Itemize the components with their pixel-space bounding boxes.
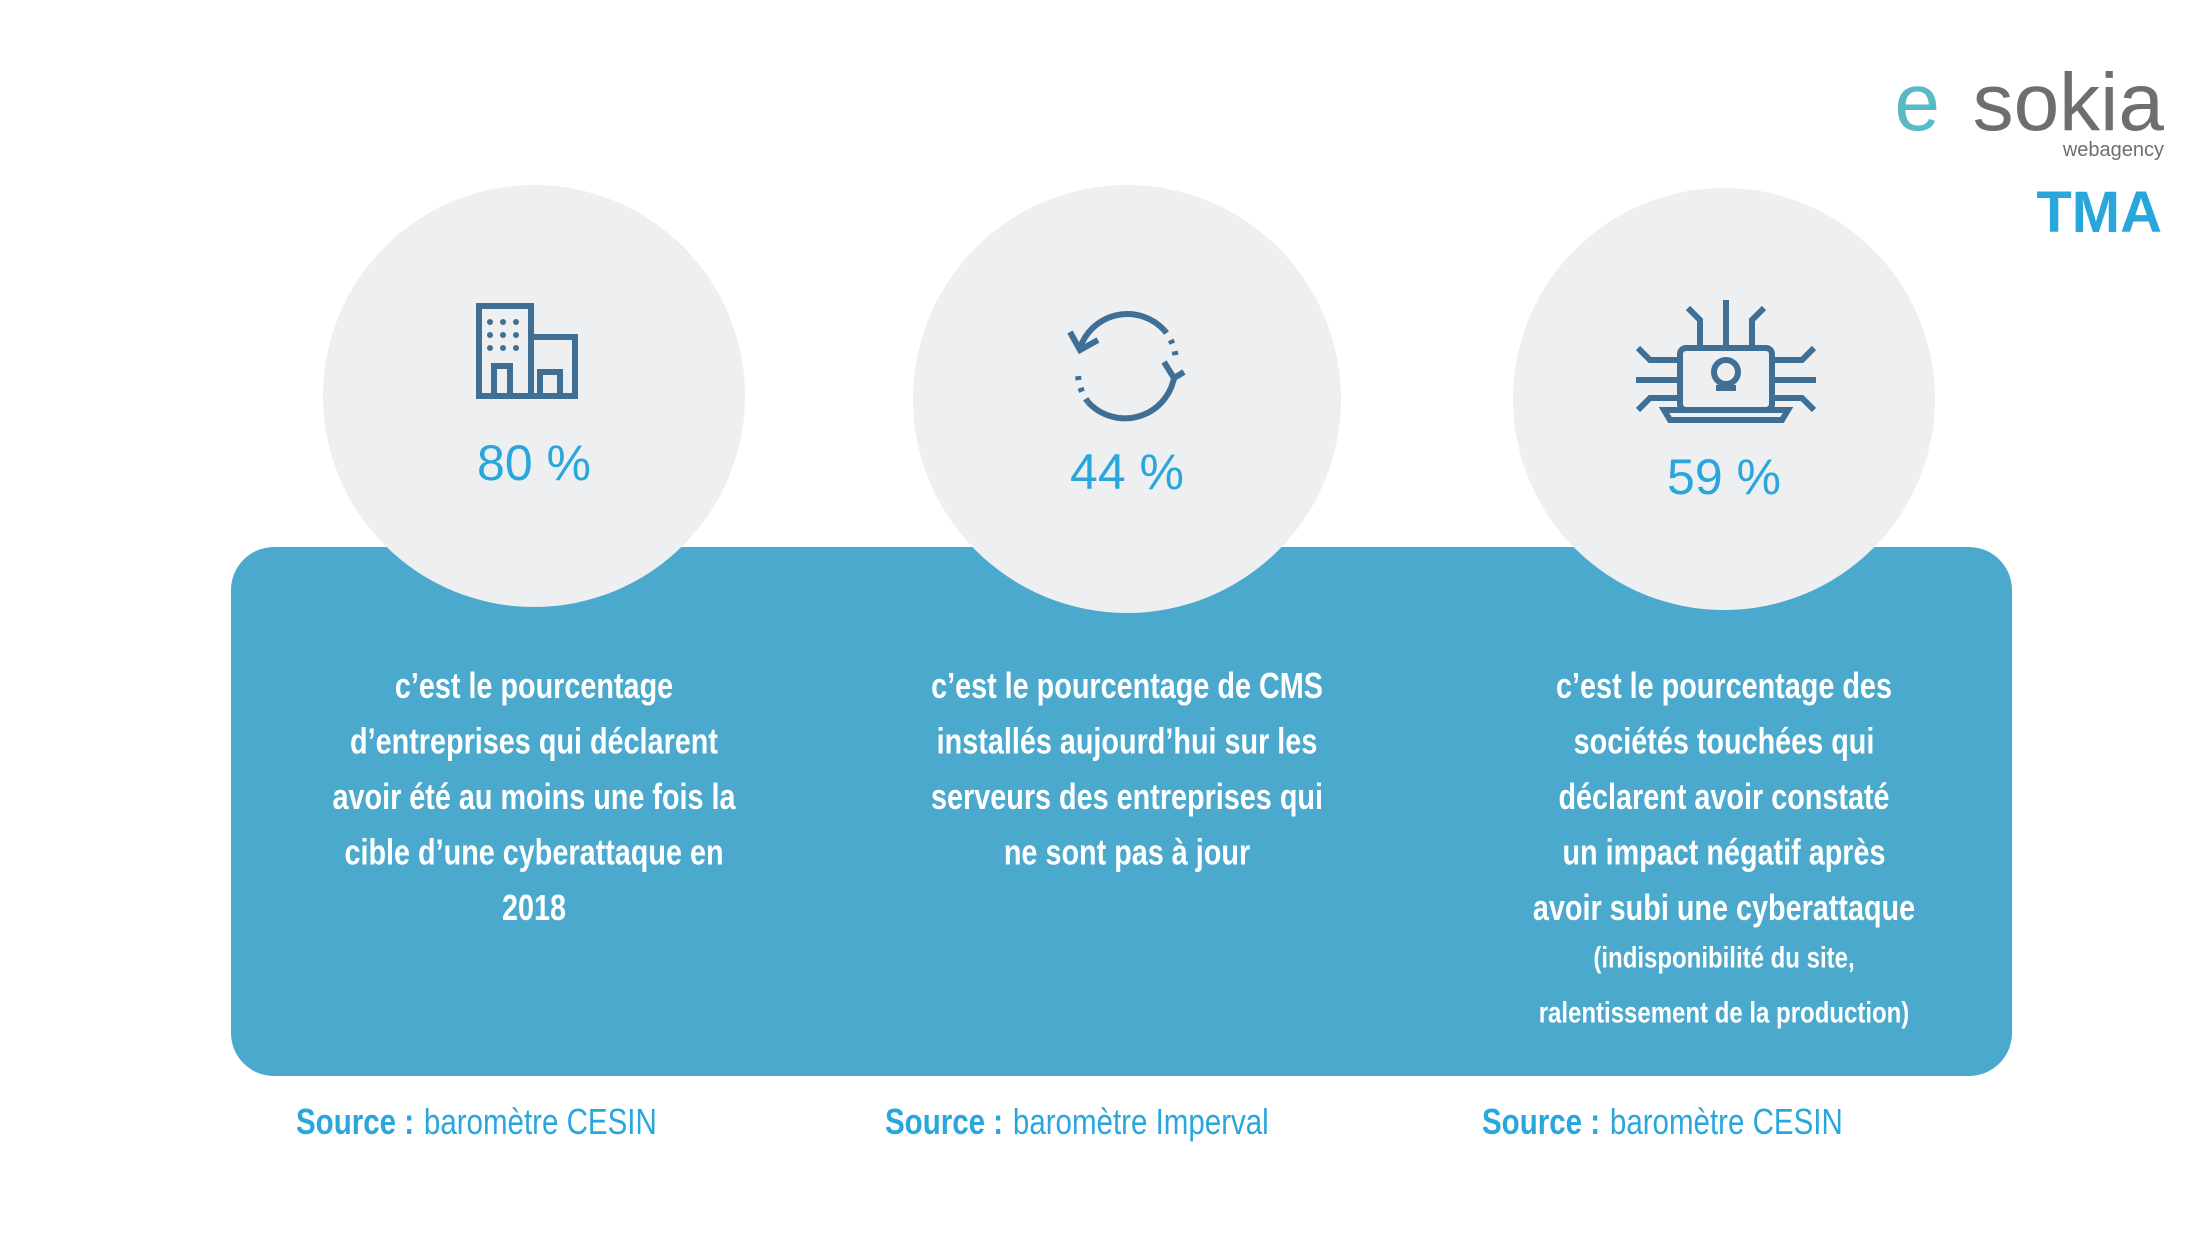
description-line: d’entreprises qui déclarent — [350, 720, 718, 761]
description-line: sociétés touchées qui — [1574, 720, 1875, 761]
source: Source : baromètre Imperval — [885, 1101, 1269, 1141]
stat-value: 80 % — [477, 435, 591, 491]
stat-value: 44 % — [1070, 444, 1184, 500]
stat-circle — [913, 185, 1341, 613]
description-line: c’est le pourcentage — [395, 665, 673, 706]
description-line: cible d’une cyberattaque en — [344, 831, 723, 872]
source-label: Source : — [885, 1101, 1003, 1141]
description-line: déclarent avoir constaté — [1558, 776, 1889, 817]
source-label: Source : — [1482, 1101, 1600, 1141]
source-text: Source : baromètre CESIN — [296, 1101, 657, 1141]
refresh-icon — [1067, 311, 1186, 422]
description-line: c’est le pourcentage des — [1556, 665, 1892, 706]
description-line: installés aujourd’hui sur les — [937, 720, 1318, 761]
stat-circle — [1513, 188, 1935, 610]
logo-name: sokia — [1973, 57, 2165, 148]
logo-tagline: webagency — [2062, 139, 2164, 161]
source-name: baromètre CESIN — [424, 1101, 657, 1141]
note-line: ralentissement de la production) — [1539, 995, 1910, 1029]
source-label: Source : — [296, 1101, 414, 1141]
hacked-laptop-icon — [1635, 300, 1817, 423]
stat-value: 59 % — [1667, 449, 1781, 505]
description-line: c’est le pourcentage de CMS — [931, 665, 1323, 706]
description-line: avoir été au moins une fois la — [332, 776, 736, 817]
section-tag: TMA — [2036, 180, 2162, 245]
building-icon — [476, 303, 578, 399]
source: Source : baromètre CESIN — [296, 1101, 657, 1141]
info-panel — [231, 547, 2012, 1076]
stat-description: c’est le pourcentage de CMS installés auj… — [931, 665, 1323, 872]
description-line: serveurs des entreprises qui — [931, 776, 1323, 817]
source-text: Source : baromètre CESIN — [1482, 1101, 1843, 1141]
note-line: (indisponibilité du site, — [1593, 940, 1854, 974]
source-text: Source : baromètre Imperval — [885, 1101, 1269, 1141]
description-line: un impact négatif après — [1562, 831, 1885, 872]
source-name: baromètre Imperval — [1013, 1101, 1269, 1141]
description-line: avoir subi une cyberattaque — [1533, 887, 1915, 928]
stat-description: c’est le pourcentage d’entreprises qui dé… — [332, 665, 736, 928]
source: Source : baromètre CESIN — [1482, 1101, 1843, 1141]
source-name: baromètre CESIN — [1610, 1101, 1843, 1141]
description-line: ne sont pas à jour — [1004, 831, 1251, 872]
stat-description: c’est le pourcentage des sociétés touchée… — [1533, 665, 1915, 1029]
logo-mark: e — [1894, 57, 1940, 148]
description-line: 2018 — [502, 887, 566, 928]
